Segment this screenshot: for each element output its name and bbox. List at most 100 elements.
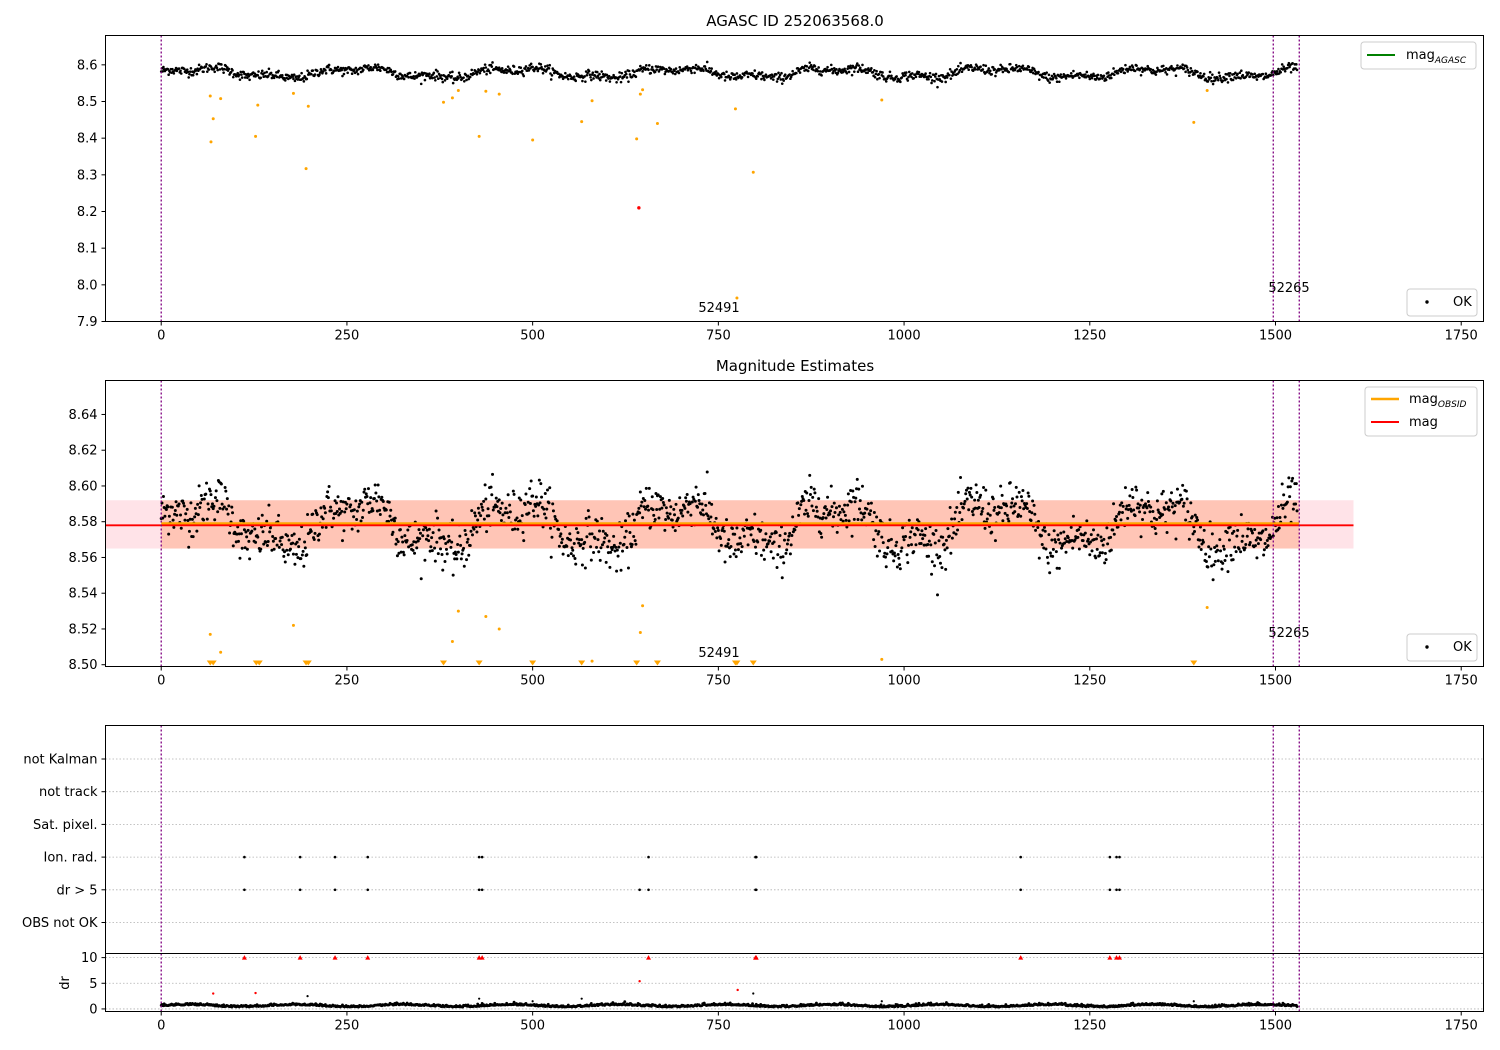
ok-point [830, 505, 834, 509]
ok-point [228, 531, 232, 535]
ok-point [816, 69, 820, 73]
ok-point [702, 69, 705, 73]
ok-point [419, 82, 423, 86]
ok-point [847, 70, 851, 74]
ok-point [790, 533, 794, 537]
ok-point [1160, 492, 1164, 496]
dr-red-point [638, 980, 641, 983]
ok-point [764, 73, 768, 76]
ok-point [1237, 547, 1241, 551]
ok-point [179, 513, 183, 517]
ok-point [1276, 505, 1280, 509]
ok-point [407, 545, 411, 549]
ok-point [213, 70, 216, 74]
ok-point [1040, 543, 1044, 547]
ok-point [884, 555, 887, 559]
ok-point [277, 513, 281, 517]
ok-point [888, 518, 892, 522]
ok-point [778, 73, 782, 77]
ok-point [332, 516, 336, 520]
ok-point [341, 74, 344, 78]
ok-point [1226, 81, 1230, 84]
ok-point [389, 508, 393, 512]
ok-point [191, 73, 195, 77]
ok-point [987, 67, 991, 70]
dr-outlier [306, 995, 309, 998]
ok-point [341, 66, 345, 70]
ok-point [1294, 482, 1298, 486]
ok-point [191, 535, 195, 539]
ok-point [1240, 539, 1244, 543]
ok-point [814, 505, 818, 509]
ok-point [1196, 70, 1199, 74]
ok-point [1057, 566, 1061, 570]
ok-point [1102, 537, 1106, 541]
ok-point [1182, 67, 1186, 70]
ok-point [569, 552, 573, 556]
ok-point [1231, 558, 1235, 562]
ok-point [615, 80, 618, 84]
ok-point [590, 532, 594, 536]
ok-point [1025, 502, 1029, 506]
ok-point [303, 540, 307, 544]
ok-point [509, 68, 512, 72]
ok-point [566, 554, 570, 558]
ok-point [1000, 67, 1003, 71]
ok-point [751, 72, 754, 75]
ok-point [999, 63, 1002, 67]
ok-point [1225, 77, 1228, 81]
ok-point [780, 82, 784, 85]
ok-point [412, 540, 416, 544]
ok-point [193, 506, 197, 510]
ok-point [207, 507, 211, 511]
ok-point [261, 530, 265, 534]
ok-point [170, 505, 174, 509]
top-y-axis: 7.98.08.18.28.38.48.58.6 [77, 58, 106, 330]
ok-point [549, 72, 552, 75]
ok-point [1123, 486, 1127, 490]
ok-point [1238, 71, 1242, 75]
ok-point [1196, 518, 1199, 522]
ok-point [668, 512, 672, 516]
dr-point [623, 1000, 627, 1004]
ok-point [342, 72, 346, 76]
ok-point [1178, 493, 1182, 497]
ok-point [185, 68, 189, 71]
ok-point [529, 479, 533, 483]
ok-point [1149, 505, 1153, 509]
ok-point [1235, 534, 1239, 538]
ok-point [843, 67, 846, 71]
flagged-point [442, 100, 445, 104]
y-tick-label: 8.54 [69, 587, 98, 602]
ok-point [442, 537, 446, 541]
ok-point [927, 539, 931, 543]
ok-point [480, 505, 484, 509]
ok-point [1042, 76, 1046, 79]
ok-point [520, 514, 524, 518]
ok-point [877, 72, 881, 76]
ok-point [478, 71, 482, 75]
ok-point [375, 499, 379, 503]
ok-point [746, 75, 750, 79]
ok-point [685, 493, 689, 497]
ok-point [1124, 63, 1127, 67]
ok-point [427, 527, 431, 531]
ok-point [464, 533, 468, 537]
ok-point [303, 546, 307, 550]
ok-point [796, 501, 800, 505]
ok-point [909, 530, 913, 534]
ok-point [849, 64, 852, 68]
ok-point [728, 555, 732, 559]
ok-point [976, 498, 980, 502]
ok-point [1201, 540, 1205, 544]
ok-point [826, 65, 829, 69]
top-annotation-52491: 52491 [698, 301, 739, 316]
ok-point [1214, 79, 1217, 82]
ok-point [1154, 73, 1158, 76]
ok-point [786, 538, 790, 542]
ok-point [240, 73, 243, 76]
ok-point [981, 68, 985, 71]
ok-point [661, 496, 665, 500]
ok-point [213, 518, 217, 522]
ok-point [361, 508, 365, 512]
